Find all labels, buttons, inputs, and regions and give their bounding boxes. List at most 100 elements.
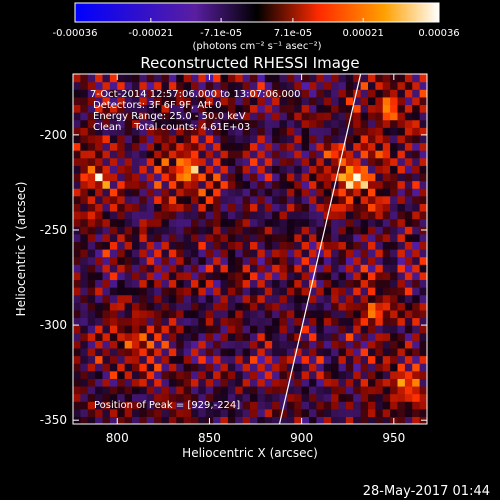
heatmap-cell (102, 112, 111, 121)
heatmap-cell (272, 233, 281, 242)
heatmap-cell (124, 165, 133, 174)
heatmap-cell (242, 203, 251, 212)
heatmap-cell (419, 294, 427, 303)
heatmap-cell (353, 401, 362, 410)
heatmap-cell (345, 249, 354, 258)
heatmap-cell (279, 408, 288, 417)
heatmap-cell (205, 355, 214, 364)
heatmap-cell (73, 401, 81, 410)
heatmap-cell (227, 317, 236, 326)
heatmap-cell (404, 188, 413, 197)
heatmap-cell (154, 81, 163, 90)
heatmap-cell (390, 271, 399, 281)
heatmap-cell (205, 408, 214, 417)
heatmap-cell (87, 408, 96, 417)
heatmap-cell (323, 401, 332, 410)
heatmap-cell (227, 226, 236, 235)
heatmap-cell (368, 332, 376, 341)
heatmap-cell (323, 294, 332, 303)
heatmap-cell (397, 378, 406, 387)
heatmap-cell (80, 134, 89, 144)
heatmap-cell (235, 74, 244, 83)
heatmap-cell (338, 210, 347, 220)
heatmap-cell (87, 416, 96, 424)
heatmap-cell (286, 264, 295, 273)
heatmap-cell (397, 81, 406, 90)
heatmap-cell (124, 180, 133, 189)
heatmap-cell (382, 165, 391, 174)
heatmap-cell (294, 81, 303, 90)
heatmap-cell (220, 279, 229, 288)
heatmap-cell (264, 363, 273, 372)
heatmap-cell (191, 195, 199, 204)
heatmap-cell (250, 134, 258, 144)
heatmap-cell (154, 370, 163, 379)
heatmap-cell (132, 279, 140, 288)
heatmap-cell (198, 89, 207, 98)
heatmap-cell (220, 317, 229, 326)
heatmap-cell (102, 188, 111, 197)
heatmap-cell (272, 347, 281, 357)
heatmap-cell (95, 157, 104, 166)
heatmap-cell (198, 112, 207, 121)
heatmap-cell (191, 385, 199, 395)
heatmap-cell (279, 309, 288, 319)
heatmap-cell (102, 96, 111, 106)
heatmap-cell (220, 401, 229, 410)
heatmap-cell (227, 332, 236, 341)
heatmap-cell (286, 89, 295, 98)
heatmap-cell (360, 294, 369, 303)
heatmap-cell (286, 203, 295, 212)
heatmap-cell (331, 188, 340, 197)
heatmap-cell (353, 347, 362, 357)
heatmap-cell (242, 81, 251, 90)
heatmap-cell (132, 302, 140, 311)
heatmap-cell (264, 233, 273, 242)
heatmap-cell (353, 134, 362, 144)
heatmap-cell (419, 279, 427, 288)
heatmap-cell (242, 385, 251, 395)
heatmap-cell (301, 370, 310, 379)
heatmap-cell (316, 188, 325, 197)
heatmap-cell (198, 317, 207, 326)
heatmap-cell (331, 142, 340, 151)
heatmap-cell (331, 401, 340, 410)
heatmap-cell (331, 355, 340, 364)
heatmap-cell (301, 134, 310, 144)
heatmap-cell (338, 96, 347, 106)
heatmap-cell (102, 210, 111, 220)
heatmap-cell (264, 325, 273, 334)
heatmap-cell (286, 401, 295, 410)
heatmap-cell (132, 172, 140, 182)
heatmap-cell (235, 408, 244, 417)
heatmap-cell (331, 172, 340, 182)
heatmap-cell (360, 188, 369, 197)
heatmap-cell (191, 401, 199, 410)
heatmap-cell (227, 378, 236, 387)
heatmap-cell (294, 150, 303, 159)
heatmap-cell (338, 119, 347, 128)
heatmap-cell (161, 226, 170, 235)
heatmap-cell (227, 218, 236, 227)
heatmap-cell (360, 165, 369, 174)
heatmap-cell (80, 119, 89, 128)
heatmap-cell (316, 347, 325, 357)
heatmap-cell (368, 188, 376, 197)
heatmap-cell (242, 325, 251, 334)
heatmap-cell (95, 112, 104, 121)
heatmap-cell (213, 81, 222, 90)
heatmap-cell (161, 416, 170, 424)
heatmap-cell (331, 104, 340, 113)
heatmap-cell (309, 408, 317, 417)
heatmap-cell (419, 393, 427, 402)
heatmap-cell (382, 401, 391, 410)
heatmap-cell (397, 401, 406, 410)
heatmap-cell (183, 74, 192, 83)
heatmap-cell (95, 74, 104, 83)
heatmap-cell (404, 256, 413, 265)
heatmap-cell (294, 401, 303, 410)
heatmap-cell (316, 119, 325, 128)
heatmap-cell (272, 317, 281, 326)
heatmap-cell (412, 370, 421, 379)
heatmap-cell (205, 378, 214, 387)
